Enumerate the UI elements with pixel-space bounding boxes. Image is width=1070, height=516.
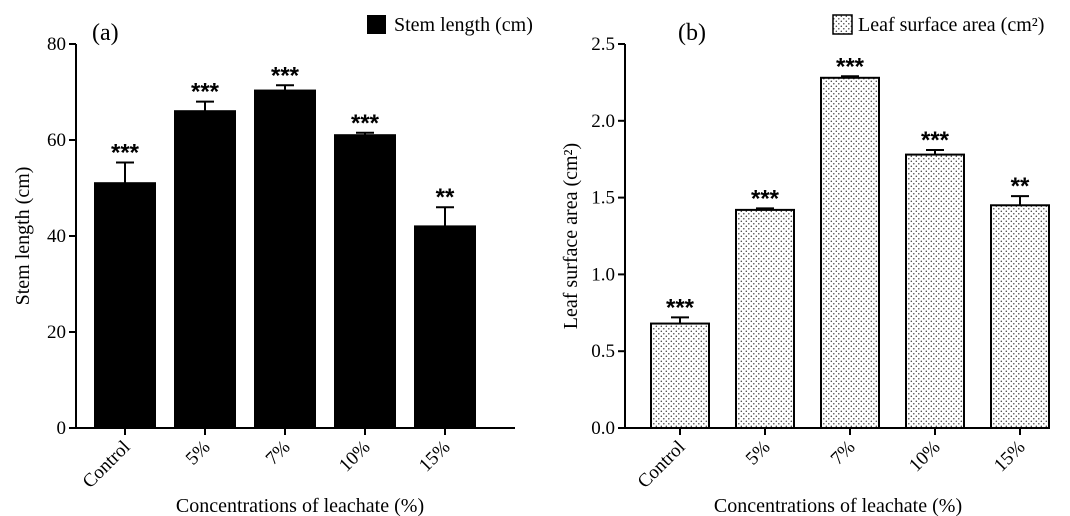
panel-b-legend-swatch xyxy=(832,14,853,35)
panel-b-x-tick-label-5: 15% xyxy=(990,437,1030,477)
panel-b-x-tick-label-1: Control xyxy=(634,437,690,493)
panel-b-chart: (b) Leaf surface area (cm²) Leaf surface… xyxy=(560,14,1050,516)
panel-a-label: (a) xyxy=(92,20,119,46)
panel-b-legend-label: Leaf surface area (cm²) xyxy=(858,14,1044,36)
panel-b-label: (b) xyxy=(678,20,706,46)
panel-a-significance-4: *** xyxy=(351,110,380,137)
panel-a-bar-4 xyxy=(334,134,396,429)
panel-b-significance-4: *** xyxy=(921,127,950,154)
panel-a-y-axis-title: Stem length (cm) xyxy=(12,167,34,306)
panel-b-significance-5: ** xyxy=(1011,173,1030,200)
panel-a-significance-5: ** xyxy=(436,184,455,211)
panel-b-significance-3: *** xyxy=(836,53,865,80)
panel-b-bar-3 xyxy=(820,76,880,430)
panel-b-error-bar-1 xyxy=(671,316,689,324)
panel-a-x-tick-label-3: 7% xyxy=(262,437,295,470)
panel-a-legend-label: Stem length (cm) xyxy=(394,14,533,36)
panel-a-bar-5 xyxy=(414,225,476,429)
panel-b-x-tick-label-2: 5% xyxy=(742,437,775,470)
panel-b-significance-1: *** xyxy=(666,294,695,321)
panel-b-y-tick-label-2: 0.5 xyxy=(591,341,615,362)
panel-a-y-tick-label-2: 20 xyxy=(47,322,66,343)
panel-a-x-tick-label-4: 10% xyxy=(335,437,375,477)
panel-a-y-tick-label-4: 60 xyxy=(47,130,66,151)
panel-a-bar-2 xyxy=(174,110,236,429)
panel-b-x-tick-label-4: 10% xyxy=(905,437,945,477)
panel-a-error-bar-2 xyxy=(196,100,214,112)
panel-a-y-tick-label-5: 80 xyxy=(47,34,66,55)
panel-a-chart: (a) Stem length (cm) Stem length (cm) Co… xyxy=(12,14,533,516)
panel-b-error-bar-2 xyxy=(756,207,774,210)
panel-a-bar-1 xyxy=(94,182,156,429)
panel-a-bar-3 xyxy=(254,89,316,429)
panel-a-y-tick-label-1: 0 xyxy=(57,418,67,439)
panel-b-error-bar-5 xyxy=(1011,195,1029,206)
panel-b-bar-5 xyxy=(990,204,1050,429)
panel-a-error-bar-5 xyxy=(436,206,454,227)
panel-a-x-tick-label-5: 15% xyxy=(415,437,455,477)
panel-b-y-tick-label-6: 2.5 xyxy=(591,34,615,55)
panel-a-significance-1: *** xyxy=(111,140,140,167)
panel-a-legend-swatch xyxy=(367,15,386,34)
panel-a-y-tick-label-3: 40 xyxy=(47,226,66,247)
panel-b-y-tick-label-3: 1.0 xyxy=(591,264,615,285)
panel-a-x-tick-label-1: Control xyxy=(79,437,135,493)
panel-b-bar-2 xyxy=(735,208,795,429)
panel-b-error-bar-3 xyxy=(841,75,859,78)
panel-b-y-axis-title: Leaf surface area (cm²) xyxy=(560,143,582,329)
panel-a-error-bar-4 xyxy=(356,131,374,136)
panel-b-x-tick-label-3: 7% xyxy=(827,437,860,470)
panel-b-y-tick-label-1: 0.0 xyxy=(591,418,615,439)
panel-b-x-axis-title: Concentrations of leachate (%) xyxy=(714,495,962,516)
panel-b-error-bar-4 xyxy=(926,148,944,155)
panel-a-error-bar-1 xyxy=(116,161,134,184)
panel-a-error-bar-3 xyxy=(276,84,294,91)
panel-a-significance-3: *** xyxy=(271,62,300,89)
panel-b-bar-1 xyxy=(650,322,710,429)
panel-b-y-tick-label-4: 1.5 xyxy=(591,188,615,209)
panel-b-significance-2: *** xyxy=(751,185,780,212)
panel-a-significance-2: *** xyxy=(191,79,220,106)
panel-a-x-axis-title: Concentrations of leachate (%) xyxy=(176,495,424,516)
panel-b-y-tick-label-5: 2.0 xyxy=(591,111,615,132)
panel-b-bar-4 xyxy=(905,153,965,429)
panel-a-x-tick-label-2: 5% xyxy=(182,437,215,470)
